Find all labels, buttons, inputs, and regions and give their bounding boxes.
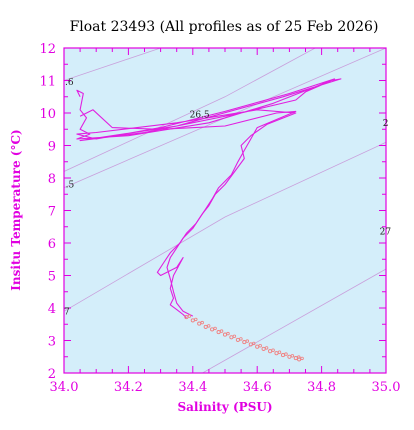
y-tick-label: 5: [48, 270, 56, 285]
x-tick-label: 34.4: [178, 380, 207, 395]
deep-sample-point-0b: [187, 314, 192, 318]
deep-sample-point-15: [280, 353, 286, 358]
x-tick-label: 34.0: [50, 380, 79, 395]
deep-sample-point-1b: [194, 317, 198, 322]
deep-sample-point-3: [203, 324, 208, 329]
deep-sample-point-2: [197, 321, 202, 326]
deep-sample-point-18b: [300, 356, 304, 361]
axes: [63, 47, 387, 374]
deep-sample-point-16b: [290, 354, 295, 358]
y-axis-label: Insitu Temperature (°C): [9, 129, 23, 290]
density-contour-0: [64, 48, 161, 81]
deep-sample-point-13b: [271, 348, 275, 352]
deep-sample-point-3b: [206, 324, 211, 328]
deep-sample-point-6b: [226, 331, 230, 336]
plot-area: [64, 48, 386, 373]
deep-sample-point-9: [242, 340, 247, 345]
contour-label-1: 26.5: [190, 111, 210, 121]
x-tick-label: 34.8: [307, 380, 336, 395]
chart-title: Float 23493 (All profiles as of 25 Feb 2…: [70, 19, 379, 35]
deep-sample-point-5b: [219, 329, 224, 333]
deep-sample-point-10: [248, 342, 253, 347]
y-tick-label: 3: [48, 335, 56, 350]
deep-sample-point-1: [190, 318, 195, 323]
deep-sample-point-15b: [284, 352, 288, 356]
y-tick-label: 6: [48, 237, 56, 252]
y-tick-label: 4: [48, 302, 56, 317]
y-tick-label: 8: [48, 172, 56, 187]
deep-sample-point-4: [210, 327, 215, 332]
deep-sample-point-6: [222, 332, 228, 337]
tick-labels: 34.0 34.2 34.4 34.6 34.8 35.0 2 3 4 5 6 7 8 9 10 11 12: [39, 42, 400, 395]
contour-label-5: 7: [64, 307, 70, 317]
density-contour-1: [64, 48, 316, 172]
contour-label-3: 2: [383, 119, 389, 129]
deep-sample-point-12b: [264, 346, 269, 350]
deep-sample-point-10b: [252, 341, 256, 346]
y-tick-label: 12: [39, 42, 56, 57]
y-tick-label: 2: [48, 367, 56, 382]
deep-sample-point-8: [235, 337, 240, 342]
deep-sample-point-11b: [258, 344, 262, 348]
y-tick-label: 10: [39, 107, 56, 122]
profile-line-0: [76, 78, 342, 319]
deep-sample-point-4b: [213, 326, 217, 331]
y-tick-label: 9: [48, 140, 56, 155]
y-tick-label: 7: [48, 205, 56, 220]
x-tick-label: 34.2: [114, 380, 143, 395]
deep-sample-point-12: [261, 346, 266, 351]
deep-sample-point-16: [287, 354, 292, 359]
x-axis-label: Salinity (PSU): [177, 400, 272, 414]
deep-sample-point-9b: [245, 339, 249, 343]
deep-sample-point-14b: [277, 350, 282, 354]
deep-sample-point-13: [268, 349, 273, 354]
deep-sample-point-17: [293, 356, 298, 361]
deep-sample-point-5: [216, 330, 221, 335]
deep-sample-point-14: [274, 351, 279, 356]
contour-label-0: .6: [65, 78, 74, 88]
x-tick-label: 35.0: [372, 380, 401, 395]
deep-sample-point-17b: [297, 355, 301, 359]
deep-sample-point-2b: [200, 320, 204, 325]
deep-sample-point-8b: [239, 337, 243, 341]
density-contour-4: [202, 268, 386, 373]
profile-series: [76, 78, 342, 362]
contour-label-2: .5: [66, 181, 75, 191]
deep-sample-point-7b: [232, 334, 237, 338]
deep-sample-point-7: [229, 335, 234, 340]
deep-sample-point-0: [184, 315, 189, 320]
y-tick-label: 11: [39, 75, 56, 90]
contour-label-4: 27: [380, 228, 392, 238]
density-contour-3: [64, 141, 386, 312]
deep-sample-point-11: [255, 344, 260, 349]
x-tick-label: 34.6: [243, 380, 272, 395]
deep-sample-point-18: [297, 357, 302, 362]
profile-line-1: [79, 109, 297, 317]
